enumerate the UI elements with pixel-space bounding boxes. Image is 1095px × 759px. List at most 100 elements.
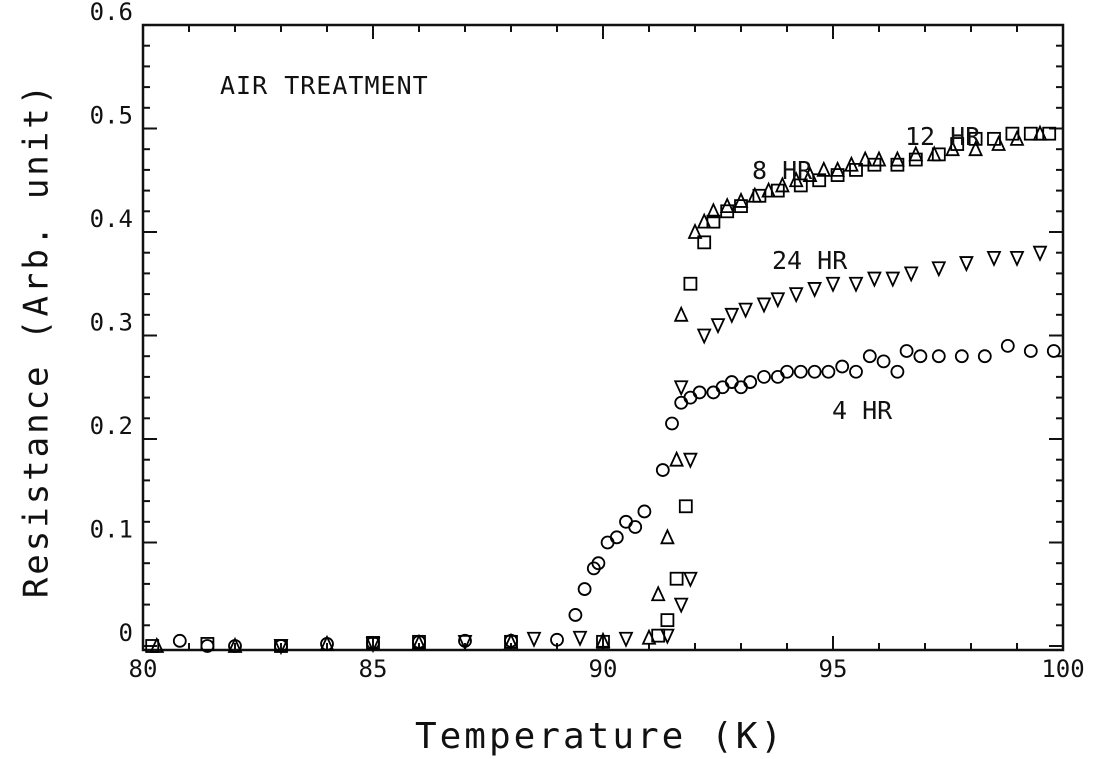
series-label: 24 HR [772, 246, 848, 275]
point [660, 613, 675, 628]
point [793, 178, 808, 193]
point [619, 514, 633, 529]
point [659, 528, 675, 545]
point [913, 349, 928, 364]
y-tick-label: 0.2 [90, 412, 133, 440]
point [609, 530, 624, 545]
point [807, 282, 823, 299]
point [757, 369, 771, 384]
point [706, 385, 721, 400]
point [1009, 250, 1025, 268]
point [734, 199, 748, 214]
point [568, 608, 583, 622]
point [705, 202, 721, 219]
point [504, 634, 518, 649]
point [572, 630, 588, 647]
point [968, 140, 984, 157]
point [788, 287, 804, 304]
point [849, 162, 863, 177]
x-tick-label: 80 [129, 655, 158, 683]
point [812, 173, 827, 188]
series-label: 8 HR [752, 156, 813, 185]
point [876, 354, 891, 369]
point [866, 271, 882, 288]
point [411, 633, 427, 650]
point [682, 571, 698, 588]
point [958, 256, 974, 273]
point [752, 188, 767, 203]
point [950, 137, 965, 151]
y-tick-label: 0.4 [90, 205, 133, 233]
point [830, 168, 845, 182]
point [724, 375, 739, 389]
point [669, 450, 685, 467]
point [986, 250, 1002, 268]
point [720, 204, 735, 219]
point [600, 535, 615, 550]
x-tick-label: 100 [1041, 655, 1084, 683]
point [848, 276, 864, 293]
point [931, 147, 946, 162]
point [903, 266, 919, 283]
point [825, 276, 841, 293]
point [673, 597, 689, 614]
point [591, 556, 606, 571]
point [655, 463, 670, 477]
point [673, 380, 689, 397]
x-tick-label: 95 [819, 655, 848, 683]
point [1005, 126, 1020, 141]
point [807, 364, 822, 379]
plot-frame [141, 23, 1065, 652]
x-tick-label: 85 [359, 655, 388, 683]
point [931, 349, 946, 364]
point [715, 380, 730, 395]
point [273, 639, 289, 656]
point [770, 369, 785, 384]
point [665, 416, 679, 431]
y-tick-label: 0 [119, 619, 133, 647]
point [1023, 126, 1038, 141]
point [1000, 338, 1015, 353]
point [890, 364, 905, 379]
annotation: AIR TREATMENT [220, 71, 429, 100]
point [550, 632, 564, 647]
y-tick-label: 0.5 [90, 102, 133, 130]
point [674, 395, 689, 410]
point [987, 131, 1001, 146]
point [412, 634, 426, 649]
point [628, 520, 643, 534]
y-tick-label: 0.6 [90, 0, 133, 26]
point [595, 631, 611, 648]
point [835, 359, 850, 374]
series-label: 12 HR [905, 122, 981, 151]
point [697, 235, 712, 250]
point [821, 364, 836, 379]
point [365, 637, 381, 654]
point [756, 297, 772, 314]
point [793, 364, 808, 379]
y-tick-label: 0.1 [90, 516, 133, 544]
point [954, 349, 969, 364]
series-label: 4 HR [832, 396, 893, 425]
point [319, 634, 335, 651]
point [991, 134, 1007, 151]
point [743, 375, 758, 389]
point [637, 504, 652, 519]
point [682, 452, 698, 469]
point [899, 344, 914, 358]
point [1023, 344, 1038, 358]
point [526, 631, 542, 648]
point [577, 582, 592, 596]
point [734, 380, 748, 395]
point [687, 222, 703, 239]
point [770, 292, 786, 309]
point [596, 634, 610, 649]
point [849, 364, 863, 379]
point [659, 628, 675, 645]
point [724, 307, 740, 324]
point [1042, 126, 1057, 141]
point [1032, 124, 1048, 141]
point [816, 160, 832, 177]
point [710, 318, 726, 335]
